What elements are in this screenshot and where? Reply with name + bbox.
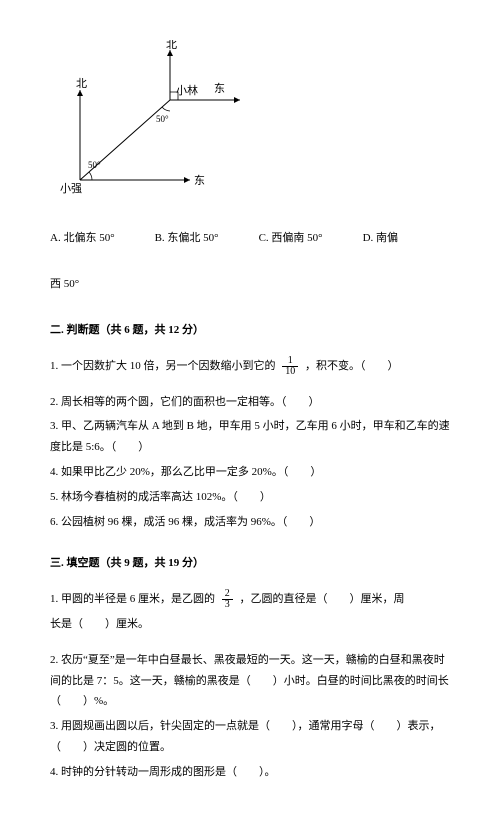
s2-q4: 4. 如果甲比乙少 20%，那么乙比甲一定多 20%。（ ） [50, 462, 450, 483]
s2-q1: 1. 一个因数扩大 10 倍，另一个因数缩小到它的 1 10 ，积不变。（ ） [50, 356, 450, 377]
s3-q3: 3. 用圆规画出圆以后，针尖固定的一点就是（ ），通常用字母（ ）表示，（ ）决… [50, 716, 450, 758]
section2-title: 二. 判断题（共 6 题，共 12 分） [50, 320, 450, 341]
geometry-diagram: 50° 50° 北 北 东 东 小林 小强 [60, 40, 450, 208]
north-label-2: 北 [166, 40, 177, 51]
s3-q1-b: ，乙圆的直径是（ ）厘米，周 [240, 593, 405, 605]
east-label-1: 东 [194, 174, 205, 187]
s2-q2: 2. 周长相等的两个圆，它们的面积也一定相等。（ ） [50, 392, 450, 413]
s2-q6: 6. 公园植树 96 棵，成活 96 棵，成活率为 96%。（ ） [50, 512, 450, 533]
s3-q1: 1. 甲圆的半径是 6 厘米，是乙圆的 2 3 ，乙圆的直径是（ ）厘米，周 [50, 589, 450, 610]
frac-num: 1 [282, 356, 298, 367]
s3-q2: 2. 农历“夏至”是一年中白昼最长、黑夜最短的一天。这一天，赣榆的白昼和黑夜时间… [50, 650, 450, 713]
option-c: C. 西偏南 50° [259, 228, 323, 249]
xiaoqiang-label: 小强 [60, 182, 82, 195]
s2-q1-a: 1. 一个因数扩大 10 倍，另一个因数缩小到它的 [50, 360, 276, 372]
s2-q3: 3. 甲、乙两辆汽车从 A 地到 B 地，甲车用 5 小时，乙车用 6 小时，甲… [50, 416, 450, 458]
angle-label-1: 50° [88, 160, 101, 170]
option-d-cont: 西 50° [50, 274, 450, 295]
s3-q1-c: 长是（ ）厘米。 [50, 614, 450, 635]
frac-den: 10 [282, 367, 298, 377]
fraction-1-10: 1 10 [282, 356, 298, 377]
option-a: A. 北偏东 50° [50, 228, 115, 249]
angle-label-2: 50° [156, 114, 169, 124]
north-label-1: 北 [76, 77, 87, 90]
frac-den: 3 [222, 600, 233, 610]
mc-options: A. 北偏东 50° B. 东偏北 50° C. 西偏南 50° D. 南偏 [50, 228, 450, 249]
s3-q1-a: 1. 甲圆的半径是 6 厘米，是乙圆的 [50, 593, 215, 605]
option-d: D. 南偏 [363, 228, 398, 249]
s2-q1-b: ，积不变。（ ） [305, 360, 399, 372]
s2-q5: 5. 林场今春植树的成活率高达 102%。（ ） [50, 487, 450, 508]
s3-q4: 4. 时钟的分针转动一周形成的图形是（ ）。 [50, 762, 450, 783]
section3-title: 三. 填空题（共 9 题，共 19 分） [50, 553, 450, 574]
xiaolin-label: 小林 [176, 83, 198, 97]
option-b: B. 东偏北 50° [155, 228, 219, 249]
fraction-2-3: 2 3 [222, 589, 233, 610]
east-label-2: 东 [214, 82, 225, 95]
